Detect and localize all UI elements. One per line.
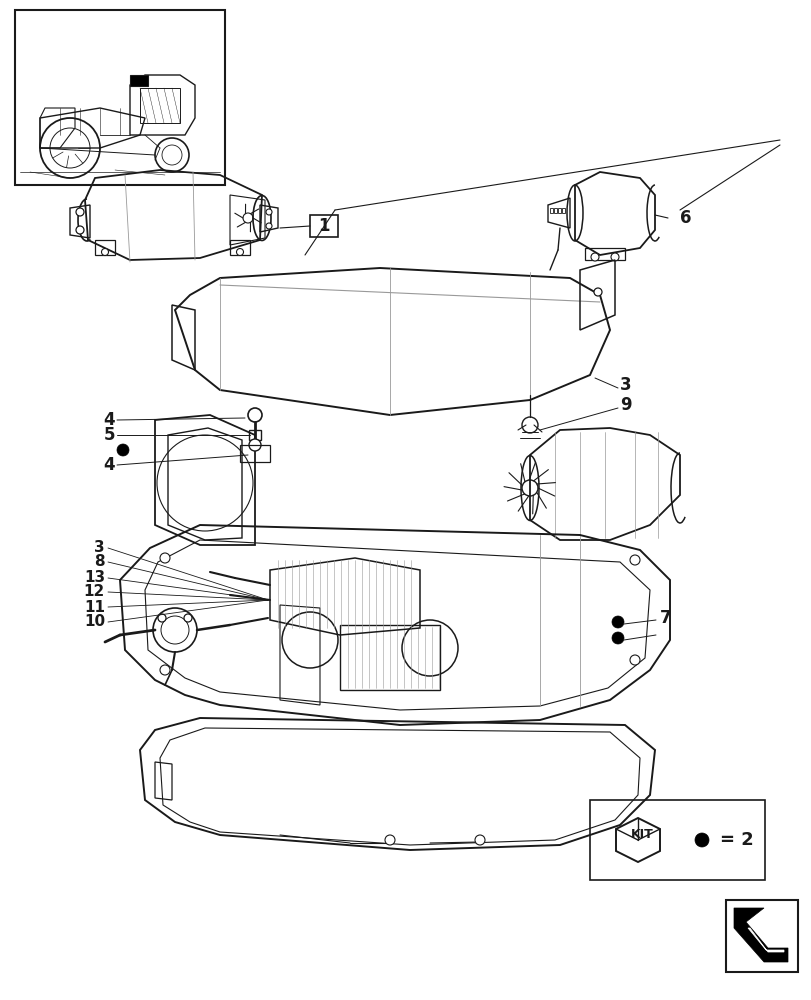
Circle shape — [101, 248, 109, 255]
Text: 6: 6 — [679, 209, 691, 227]
Circle shape — [266, 223, 272, 229]
Text: 13: 13 — [84, 570, 105, 585]
Bar — [557, 208, 560, 213]
Text: 4: 4 — [103, 456, 115, 474]
Circle shape — [236, 248, 243, 255]
Text: 8: 8 — [94, 554, 105, 570]
Circle shape — [594, 288, 601, 296]
Circle shape — [76, 208, 84, 216]
Bar — [139, 88, 180, 123]
Circle shape — [266, 209, 272, 215]
Circle shape — [117, 444, 129, 456]
Circle shape — [611, 616, 623, 628]
Circle shape — [158, 614, 165, 622]
Circle shape — [76, 226, 84, 234]
Circle shape — [247, 408, 262, 422]
Bar — [340, 625, 440, 690]
Bar — [249, 430, 260, 440]
Text: 12: 12 — [84, 584, 105, 599]
Circle shape — [160, 665, 169, 675]
Circle shape — [694, 833, 708, 847]
Bar — [590, 800, 764, 880]
Polygon shape — [747, 928, 783, 952]
Text: = 2: = 2 — [719, 831, 753, 849]
Bar — [310, 215, 337, 237]
Text: 7: 7 — [659, 609, 671, 627]
Text: 1: 1 — [318, 217, 329, 235]
Circle shape — [629, 655, 639, 665]
Bar — [725, 900, 797, 972]
Text: 9: 9 — [620, 396, 631, 414]
Text: 10: 10 — [84, 614, 105, 630]
Polygon shape — [733, 908, 787, 962]
Circle shape — [611, 632, 623, 644]
Text: 3: 3 — [620, 376, 631, 394]
Bar — [549, 208, 552, 213]
Circle shape — [249, 439, 260, 451]
Text: KIT: KIT — [630, 828, 653, 840]
Circle shape — [610, 253, 618, 261]
Bar — [15, 10, 225, 185]
Circle shape — [629, 555, 639, 565]
Bar — [561, 208, 564, 213]
Circle shape — [590, 253, 599, 261]
Text: 4: 4 — [103, 411, 115, 429]
Circle shape — [184, 614, 191, 622]
Circle shape — [474, 835, 484, 845]
Text: 5: 5 — [103, 426, 115, 444]
Polygon shape — [130, 75, 148, 86]
Circle shape — [160, 553, 169, 563]
Text: 11: 11 — [84, 599, 105, 614]
Circle shape — [384, 835, 394, 845]
Text: 3: 3 — [94, 540, 105, 556]
Bar — [553, 208, 556, 213]
